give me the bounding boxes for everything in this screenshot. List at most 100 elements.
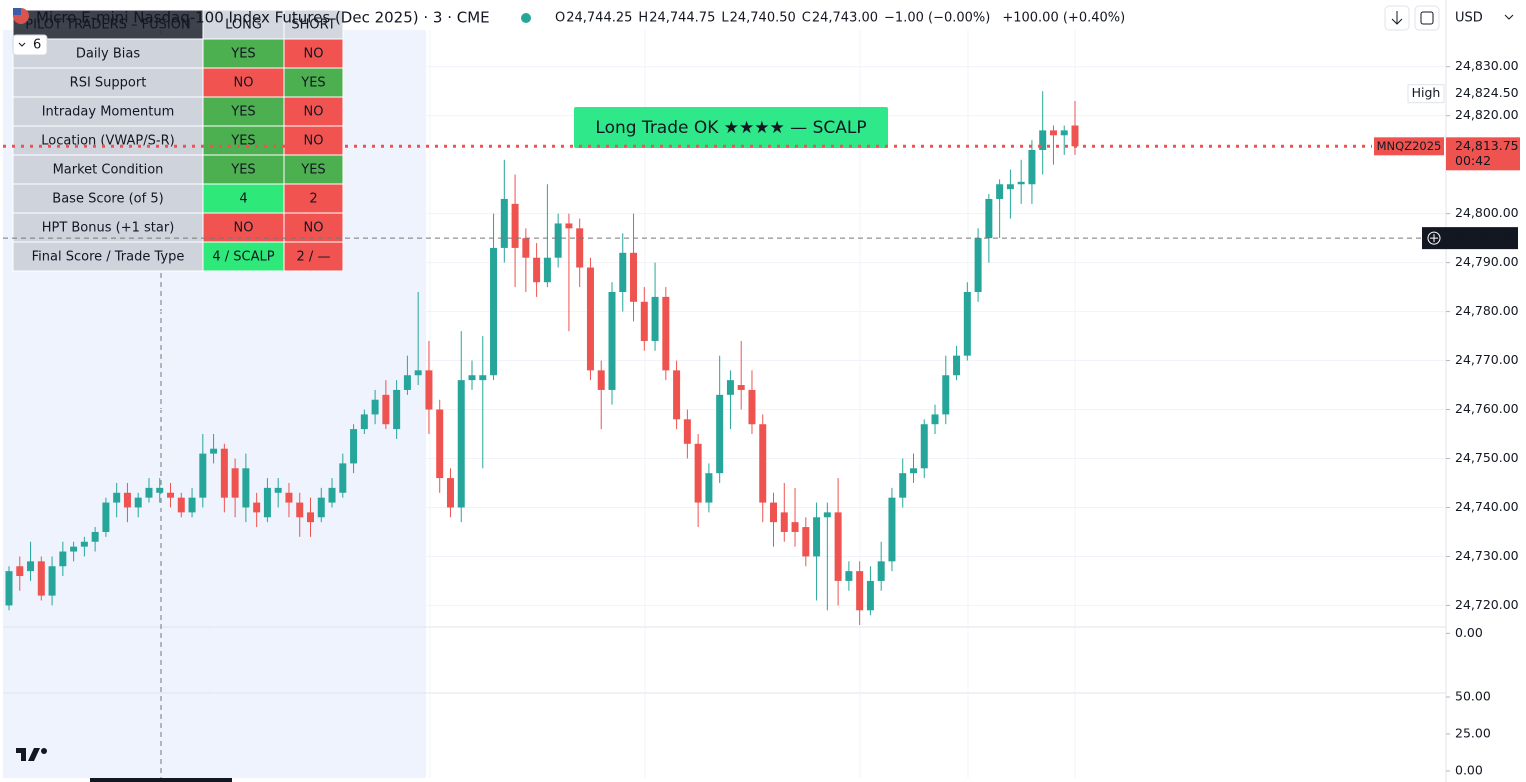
candle-body — [985, 198, 993, 239]
table-cell — [283, 125, 344, 156]
y-tick-label: 0.00 — [1455, 625, 1483, 640]
candle-body — [27, 561, 35, 572]
candle-body — [533, 257, 541, 283]
candle-body — [931, 414, 939, 425]
candle-body — [479, 375, 487, 381]
candle-body — [791, 522, 799, 532]
candle-body — [953, 355, 961, 376]
ohlc-key: C — [802, 11, 811, 26]
candle-body — [748, 389, 756, 425]
tv-logo — [41, 748, 47, 754]
market-status[interactable] — [521, 13, 531, 23]
signal-banner — [574, 107, 888, 148]
candle-body — [673, 370, 681, 420]
table-header: LONG — [225, 18, 262, 33]
table-label: Daily Bias — [76, 47, 141, 62]
table-value: NO — [234, 76, 254, 91]
ohlc-key: O — [555, 11, 565, 26]
candle-body — [662, 296, 670, 371]
ohlc: O 24,744.25 H 24,744.75 L 24,740.50 C 24,743.00… — [555, 11, 1125, 26]
candle-body — [210, 448, 218, 454]
symbol-title[interactable]: Micro E-mini Nasdaq-100 Index Futures (D… — [36, 9, 490, 27]
table-value: 2 / — — [297, 250, 331, 265]
table-cell — [283, 183, 344, 214]
candle-body — [683, 419, 691, 444]
candle-body — [1028, 149, 1036, 185]
candle-body — [414, 370, 422, 376]
table-cell — [202, 154, 285, 185]
ohlc-value: 24,743.00 — [812, 11, 878, 26]
scroll-button[interactable] — [1384, 5, 1410, 31]
flag-icon — [13, 8, 21, 15]
table-cell — [12, 154, 204, 185]
ohlc-value: 24,740.50 — [730, 11, 796, 26]
last-price-label: 24,813.75 — [1455, 138, 1519, 153]
candle-body — [231, 468, 239, 498]
table-value: NO — [234, 221, 254, 236]
candle-body — [382, 394, 390, 425]
candle-body — [102, 502, 110, 532]
candle-body — [543, 257, 551, 283]
candle-body — [608, 291, 616, 390]
y-tick-label: 24,800.00 — [1455, 205, 1519, 220]
table-cell — [202, 38, 285, 69]
change: −1.00 (−0.00%) — [884, 11, 990, 26]
reset-button[interactable] — [1414, 5, 1440, 31]
candle-body — [586, 267, 594, 371]
y-tick-label: 24,750.00 — [1455, 450, 1519, 465]
candle-body — [705, 473, 713, 503]
candle-body — [823, 512, 831, 518]
table-value: YES — [230, 163, 255, 178]
candle-body — [436, 409, 444, 479]
table-header-cell — [12, 9, 204, 40]
dropdown-icon[interactable] — [1504, 14, 1514, 20]
table-value: YES — [300, 76, 325, 91]
candle-body — [996, 184, 1004, 199]
add-alert — [1427, 231, 1441, 245]
table-cell — [202, 241, 285, 272]
candle-body — [403, 375, 411, 390]
table-label: HPT Bonus (+1 star) — [42, 221, 175, 236]
candle-body — [780, 512, 788, 532]
candle-body — [306, 512, 314, 523]
currency[interactable]: USD — [1455, 11, 1483, 26]
candle-body — [877, 561, 885, 581]
candle-body — [866, 580, 874, 611]
candles — [5, 91, 1079, 625]
candle-body — [156, 487, 164, 493]
candle-body — [576, 228, 584, 268]
session-change: +100.00 (+0.40%) — [1002, 11, 1125, 26]
y-tick-label: 25.00 — [1455, 725, 1491, 740]
table-value: YES — [230, 134, 255, 149]
candle-body — [1049, 130, 1057, 136]
scrollbar[interactable] — [90, 778, 232, 782]
table-cell — [202, 125, 285, 156]
collapse-button[interactable] — [12, 34, 48, 56]
y-tick-label: 24,720.00 — [1455, 597, 1519, 612]
y-tick-label: 24,790.00 — [1455, 254, 1519, 269]
table-cell — [12, 67, 204, 98]
reset-icon — [1420, 11, 1434, 25]
candle-body — [446, 478, 454, 508]
tv-logo[interactable] — [16, 748, 40, 761]
candle-body — [145, 487, 153, 498]
table-header-cell — [283, 9, 344, 40]
candle-body — [813, 517, 821, 557]
table-cell — [202, 183, 285, 214]
candle-body — [59, 551, 67, 567]
candle-body — [490, 247, 498, 376]
candle-body — [134, 497, 142, 508]
candle-body — [640, 301, 648, 341]
table-cell — [12, 125, 204, 156]
y-tick-label: 24,760.00 — [1455, 401, 1519, 416]
candle-body — [888, 497, 896, 562]
candle-body — [845, 571, 853, 581]
table-label: Intraday Momentum — [42, 105, 175, 120]
candle-body — [511, 203, 519, 248]
table-header: SHORT — [291, 18, 335, 33]
table-cell — [283, 38, 344, 69]
candle-body — [167, 492, 175, 498]
table-value: NO — [304, 47, 324, 62]
